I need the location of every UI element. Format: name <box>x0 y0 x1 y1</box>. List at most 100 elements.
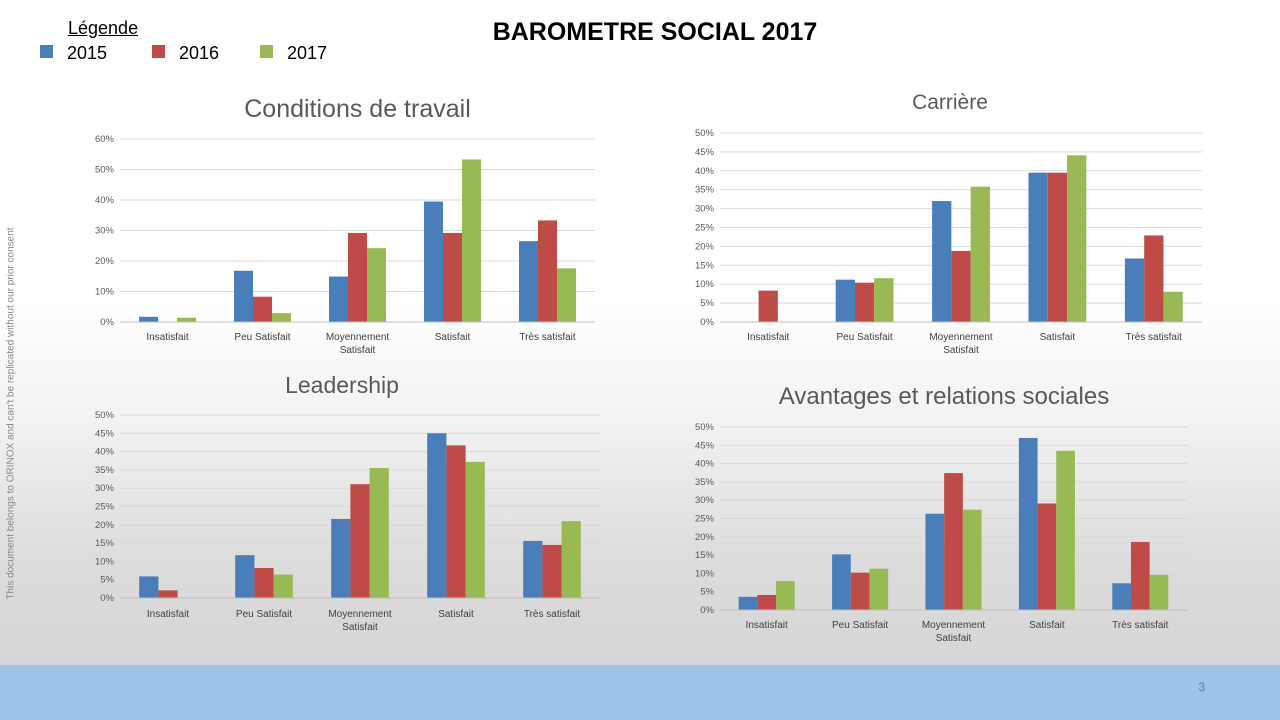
y-tick-label: 10% <box>95 556 115 567</box>
chart-svg: Conditions de travail 0% 10% 20% 30% 40% 50% 60… <box>95 95 595 356</box>
page-number: 3 <box>1198 680 1205 694</box>
bar-2016 <box>758 290 778 322</box>
bar-2015 <box>1124 258 1145 322</box>
y-tick-label: 25% <box>95 502 115 513</box>
y-tick-label: 40% <box>95 195 115 206</box>
chart-leadership: Leadership 0% 5% 10% 15% 20% 25% 30% 35% 40% 45% 50… <box>60 370 620 645</box>
x-tick-label: Très satisfait <box>1126 332 1183 343</box>
y-tick-label: 0% <box>100 593 114 604</box>
y-tick-label: 45% <box>695 440 715 451</box>
chart-avantages-et-relations-sociales: Avantages et relations sociales 0% 5% 10% 15… <box>670 378 1230 658</box>
bar-2016 <box>757 594 777 610</box>
y-tick-label: 0% <box>700 605 714 616</box>
bar-2017 <box>874 278 894 322</box>
y-tick-label: 20% <box>95 256 115 267</box>
footer-band: 3 <box>0 665 1280 720</box>
chart-svg: Carrière 0% 5% 10% 15% 20% 25% 30% 35% 40% 45% 50% I… <box>695 91 1202 356</box>
y-tick-label: 50% <box>695 422 715 433</box>
bar-2015 <box>329 276 348 322</box>
chart-title: Leadership <box>285 372 399 398</box>
bar-2015 <box>835 279 855 322</box>
bar-2015 <box>1028 172 1048 322</box>
x-tick-label: Moyennement Satisfait <box>328 609 392 633</box>
x-tick-label: Insatisfait <box>146 332 188 343</box>
y-tick-label: 35% <box>695 185 715 196</box>
chart-title: Conditions de travail <box>244 95 471 123</box>
y-tick-label: 15% <box>95 538 115 549</box>
bar-2016 <box>850 572 870 610</box>
bar-2015 <box>424 201 443 322</box>
bar-2016 <box>944 473 963 610</box>
chart-conditions-de-travail: Conditions de travail 0% 10% 20% 30% 40% 50% 60… <box>60 88 620 363</box>
y-tick-label: 40% <box>695 459 715 470</box>
y-tick-label: 20% <box>695 532 715 543</box>
bar-2016 <box>1047 172 1068 322</box>
y-tick-label: 50% <box>95 165 115 176</box>
bar-2017 <box>962 509 982 610</box>
bar-2017 <box>272 313 291 322</box>
legend-label-2015: 2015 <box>67 43 108 63</box>
bar-2017 <box>369 468 389 598</box>
bar-2015 <box>427 433 447 598</box>
bar-2016 <box>1144 235 1164 322</box>
bar-2015 <box>925 513 945 610</box>
bar-2016 <box>854 282 875 322</box>
y-tick-label: 50% <box>695 128 715 139</box>
bar-2016 <box>538 220 557 322</box>
bar-2015 <box>932 201 952 322</box>
y-tick-label: 40% <box>95 447 115 458</box>
bar-2016 <box>446 445 466 598</box>
bar-2017 <box>561 521 581 598</box>
x-tick-label: Moyennement Satisfait <box>922 620 986 644</box>
y-tick-label: 30% <box>695 204 715 215</box>
bar-2017 <box>1163 291 1183 322</box>
bar-2015 <box>523 540 543 598</box>
bar-2017 <box>462 159 481 322</box>
legend-item-2017: 2017 <box>260 43 327 64</box>
y-tick-label: 30% <box>695 495 715 506</box>
x-tick-label: Insatisfait <box>147 609 189 620</box>
x-tick-label: Satisfait <box>438 609 474 620</box>
bar-2015 <box>139 316 158 322</box>
bar-2016 <box>253 296 272 322</box>
y-tick-label: 30% <box>95 483 115 494</box>
bar-2017 <box>776 581 795 610</box>
y-tick-label: 60% <box>95 134 115 145</box>
bar-2016 <box>158 590 178 598</box>
bar-2017 <box>869 568 889 610</box>
x-tick-label: Insatisfait <box>747 332 789 343</box>
y-tick-label: 25% <box>695 223 715 234</box>
legend-label-2017: 2017 <box>287 43 328 63</box>
chart-svg: Avantages et relations sociales 0% 5% 10% 15… <box>695 383 1187 644</box>
bar-2015 <box>738 596 758 610</box>
y-tick-label: 20% <box>695 241 715 252</box>
x-tick-label: Satisfait <box>1040 332 1076 343</box>
legend-swatch-2015 <box>40 45 53 58</box>
x-tick-label: Satisfait <box>1029 620 1065 631</box>
bar-2017 <box>1056 450 1075 610</box>
legend-item-2016: 2016 <box>152 43 219 64</box>
watermark-text: This document belongs to ORINOX and can'… <box>5 227 17 600</box>
y-tick-label: 45% <box>95 428 115 439</box>
x-tick-label: Peu Satisfait <box>832 620 888 631</box>
y-tick-label: 10% <box>695 279 715 290</box>
y-tick-label: 15% <box>695 260 715 271</box>
bar-2015 <box>331 518 351 598</box>
bar-2017 <box>177 317 196 322</box>
slide-title: BAROMETRE SOCIAL 2017 <box>492 18 818 46</box>
x-tick-label: Très satisfait <box>1112 620 1169 631</box>
y-tick-label: 35% <box>695 477 715 488</box>
bar-2016 <box>951 250 971 322</box>
x-tick-label: Peu Satisfait <box>837 332 893 343</box>
legend-swatch-2016 <box>152 45 165 58</box>
bar-2015 <box>832 554 851 610</box>
x-tick-label: Moyennement Satisfait <box>929 332 993 356</box>
y-tick-label: 5% <box>100 575 114 586</box>
bar-2015 <box>1018 437 1038 610</box>
y-tick-label: 10% <box>95 287 115 298</box>
legend-title: Légende <box>68 18 139 38</box>
bar-2016 <box>348 232 367 322</box>
x-tick-label: Peu Satisfait <box>236 609 292 620</box>
y-tick-label: 40% <box>695 166 715 177</box>
bar-2016 <box>1037 503 1057 610</box>
